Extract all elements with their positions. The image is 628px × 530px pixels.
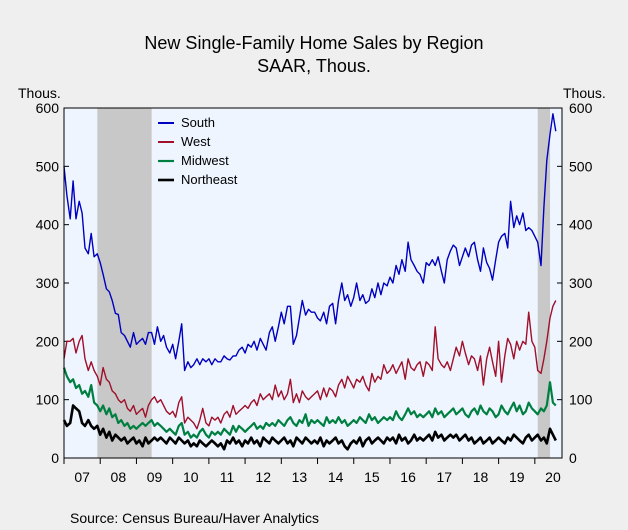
x-tick-label-09: 09: [147, 469, 163, 485]
y-tick-label-left-200: 200: [36, 333, 60, 349]
chart-title: New Single-Family Home Sales by Region: [144, 33, 483, 53]
x-tick-label-14: 14: [328, 469, 344, 485]
y-tick-label-left-500: 500: [36, 158, 60, 174]
x-tick-label-15: 15: [364, 469, 380, 485]
x-tick-label-13: 13: [292, 469, 308, 485]
y-tick-label-left-100: 100: [36, 392, 60, 408]
plot-area: 0 0 100 100 200 200 300 300 400 400 500 500 600 600 07…: [36, 100, 593, 485]
y-tick-label-left-0: 0: [51, 450, 59, 466]
x-tick-label-10: 10: [183, 469, 199, 485]
x-tick-label-11: 11: [220, 469, 235, 485]
series-line-northeast: [62, 404, 557, 451]
plot-border: [63, 107, 563, 459]
y-tick-label-right-100: 100: [569, 392, 593, 408]
chart-subtitle: SAAR, Thous.: [257, 56, 371, 76]
legend-label-midwest: Midwest: [181, 153, 229, 168]
x-tick-label-17: 17: [437, 469, 453, 485]
y-tick-label-right-0: 0: [569, 450, 577, 466]
x-tick-label-16: 16: [400, 469, 416, 485]
x-tick-label-12: 12: [255, 469, 271, 485]
x-tick-label-18: 18: [473, 469, 489, 485]
y-axis-label-right: Thous.: [563, 85, 606, 101]
x-tick-label-08: 08: [111, 469, 127, 485]
legend-label-south: South: [181, 115, 215, 130]
legend-label-northeast: Northeast: [181, 172, 238, 187]
y-axis-label-left: Thous.: [18, 85, 61, 101]
x-tick-label-20: 20: [545, 469, 561, 485]
y-tick-label-right-400: 400: [569, 217, 593, 233]
y-tick-label-right-500: 500: [569, 158, 593, 174]
series-line-west: [63, 300, 557, 430]
y-tick-label-left-300: 300: [36, 275, 60, 291]
x-tick-label-07: 07: [74, 469, 90, 485]
y-tick-label-right-300: 300: [569, 275, 593, 291]
y-tick-label-left-400: 400: [36, 217, 60, 233]
x-tick-label-19: 19: [509, 469, 525, 485]
source-note: Source: Census Bureau/Haver Analytics: [70, 510, 319, 526]
y-tick-label-right-600: 600: [569, 100, 593, 116]
legend-label-west: West: [181, 134, 211, 149]
y-tick-label-left-600: 600: [36, 100, 60, 116]
recession-band-1: [537, 108, 551, 458]
series-line-south: [63, 113, 557, 372]
series-line-midwest: [62, 367, 557, 439]
y-tick-label-right-200: 200: [569, 333, 593, 349]
